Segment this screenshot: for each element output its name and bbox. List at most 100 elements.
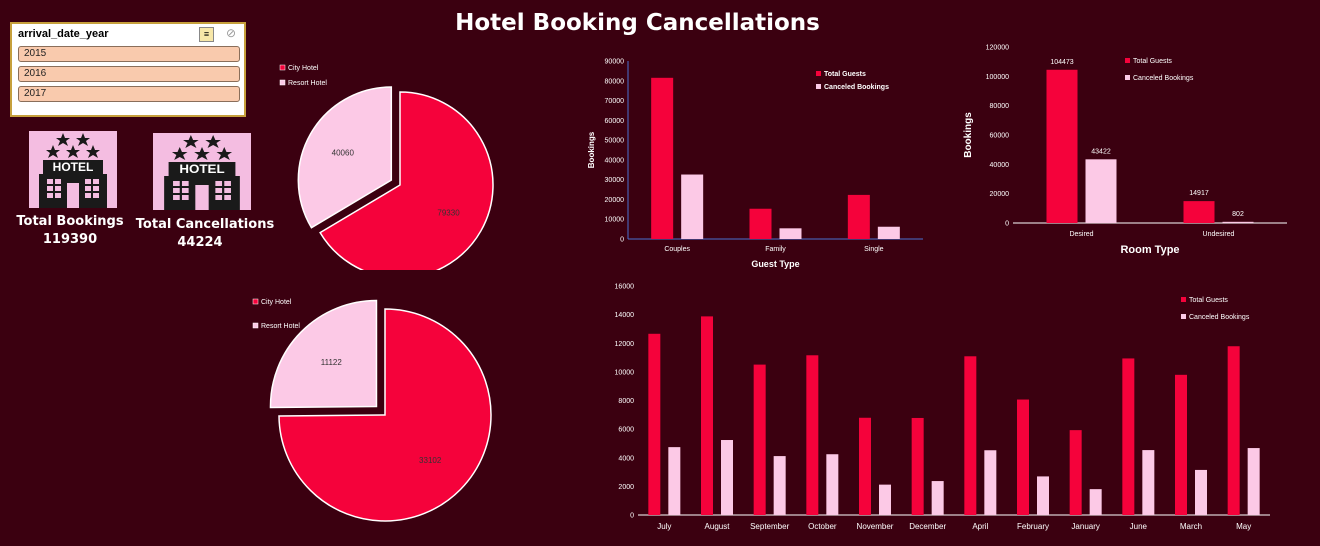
bar-total-guests <box>1046 69 1078 223</box>
x-axis-title: Room Type <box>1120 244 1179 256</box>
bar-total-guests <box>964 356 977 515</box>
y-tick-label: 70000 <box>605 98 625 105</box>
y-tick-label: 12000 <box>615 341 635 348</box>
bar-total-guests <box>1069 430 1082 515</box>
bar-total-guests <box>1017 399 1029 515</box>
bar-total-guests <box>1175 374 1187 515</box>
total-bookings-label: Total Bookings <box>16 214 124 229</box>
bar-canceled-bookings <box>1195 469 1207 515</box>
y-axis-title: Bookings <box>587 131 596 168</box>
pie-data-label: 33102 <box>419 456 442 465</box>
bar-canceled-bookings <box>773 456 786 515</box>
legend-label: Total Guests <box>1133 58 1172 65</box>
x-tick-label: March <box>1180 522 1202 531</box>
bar-total-guests <box>1183 201 1215 223</box>
clear-filter-icon[interactable]: ⊘ <box>225 26 236 40</box>
bar-total-guests <box>806 355 819 515</box>
hotel-sign-text: HOTEL <box>179 163 225 176</box>
total-cancellations-label: Total Cancellations <box>135 217 275 232</box>
bar-total-guests <box>701 316 713 515</box>
hotel-sign-text: HOTEL <box>53 160 94 174</box>
y-tick-label: 20000 <box>990 191 1010 198</box>
y-tick-label: 80000 <box>605 78 625 85</box>
hotel-icon: HOTEL <box>153 133 251 210</box>
legend-swatch <box>252 322 259 329</box>
y-tick-label: 60000 <box>990 133 1010 140</box>
legend-label: Resort Hotel <box>288 80 327 87</box>
legend-label: Total Guests <box>824 71 866 78</box>
bar-data-label: 14917 <box>1189 190 1209 197</box>
legend-swatch <box>1181 297 1186 302</box>
bar-data-label: 43422 <box>1091 148 1111 155</box>
y-tick-label: 20000 <box>605 197 625 204</box>
bar-total-guests <box>651 77 674 239</box>
pie-slice-resort-hotel <box>269 299 378 409</box>
y-tick-label: 4000 <box>618 455 634 462</box>
y-tick-label: 90000 <box>605 59 625 66</box>
x-tick-label: August <box>705 522 731 531</box>
legend-swatch <box>816 84 821 89</box>
x-tick-label: Undesired <box>1203 231 1235 238</box>
legend-swatch <box>1181 314 1186 319</box>
y-tick-label: 8000 <box>618 398 634 405</box>
legend-label: City Hotel <box>261 299 292 306</box>
y-tick-label: 40000 <box>990 162 1010 169</box>
x-tick-label: October <box>808 522 837 531</box>
y-tick-label: 80000 <box>990 103 1010 110</box>
legend-swatch <box>279 79 286 86</box>
legend-label: Canceled Bookings <box>824 84 889 91</box>
total-bookings-value: 119390 <box>42 232 98 247</box>
pie-data-label: 79330 <box>437 209 460 218</box>
bar-canceled-bookings <box>879 484 891 515</box>
x-tick-label: April <box>972 522 988 531</box>
bar-total-guests <box>1227 346 1240 515</box>
x-tick-label: Desired <box>1069 231 1093 238</box>
y-tick-label: 30000 <box>605 177 625 184</box>
y-tick-label: 40000 <box>605 157 625 164</box>
slicer-item-2017[interactable]: 2017 <box>18 86 240 102</box>
legend-label: Total Guests <box>1189 297 1228 304</box>
total-cancellations-value: 44224 <box>177 235 223 250</box>
monthly-bar-chart: 0 2000 4000 6000 8000 10000 12000 14000 16000 Jul… <box>615 284 1270 531</box>
bar-canceled-bookings <box>1085 159 1117 223</box>
y-tick-label: 100000 <box>986 74 1009 81</box>
y-tick-label: 2000 <box>618 484 634 491</box>
legend-swatch <box>1125 58 1130 63</box>
legend-label: Canceled Bookings <box>1189 314 1250 321</box>
hotel-icon: HOTEL <box>29 131 117 208</box>
bar-canceled-bookings <box>721 440 733 515</box>
pie-slice-city-hotel <box>278 308 492 522</box>
legend-swatch <box>1125 75 1130 80</box>
y-tick-label: 10000 <box>615 369 635 376</box>
bar-canceled-bookings <box>931 481 944 515</box>
cancellations-pie-chart: 33102 11122 City Hotel Resort Hotel <box>252 298 492 522</box>
bar-total-guests <box>648 333 661 515</box>
bar-canceled-bookings <box>1142 450 1155 515</box>
slicer-item-2015[interactable]: 2015 <box>18 46 240 62</box>
bar-canceled-bookings <box>984 450 997 515</box>
y-tick-label: 10000 <box>605 217 625 224</box>
pie-data-label: 11122 <box>321 358 343 367</box>
pie-slice-city-hotel <box>319 91 494 270</box>
x-tick-label: September <box>750 522 789 531</box>
slicer-header: arrival_date_year <box>18 28 109 40</box>
y-tick-label: 0 <box>620 237 624 244</box>
x-tick-label: May <box>1236 522 1251 531</box>
slicer-item-2016[interactable]: 2016 <box>18 66 240 82</box>
guest-type-bar-chart: 0 10000 20000 30000 40000 50000 60000 70000 8000… <box>587 59 923 269</box>
x-tick-label: Couples <box>664 246 690 253</box>
bar-canceled-bookings <box>1089 489 1102 515</box>
multi-select-icon[interactable]: ≡ <box>199 27 214 42</box>
bar-total-guests <box>911 417 924 515</box>
y-tick-label: 0 <box>1005 221 1009 228</box>
legend-swatch <box>252 298 259 305</box>
pie-slice-resort-hotel <box>297 86 393 229</box>
pie-data-label: 40060 <box>332 148 355 157</box>
y-tick-label: 50000 <box>605 138 625 145</box>
x-tick-label: February <box>1017 522 1049 531</box>
bar-canceled-bookings <box>1037 476 1049 515</box>
bar-total-guests <box>749 208 772 239</box>
year-slicer[interactable]: arrival_date_year ≡ ⊘ 2015 2016 2017 <box>10 22 246 117</box>
bar-total-guests <box>847 194 870 239</box>
y-tick-label: 60000 <box>605 118 625 125</box>
